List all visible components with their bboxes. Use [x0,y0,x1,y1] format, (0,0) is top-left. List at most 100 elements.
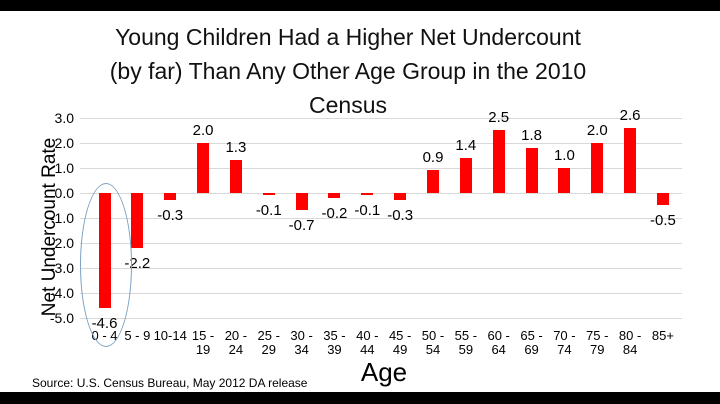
gridline [80,117,682,119]
bar-value-label: 1.3 [225,139,247,156]
x-axis-category-label-line: 59 [458,341,474,357]
bar-value-label: 1.0 [553,146,575,164]
x-axis-category-label-line: 29 [261,341,276,357]
bar-value-label: -0.3 [157,207,184,224]
source-note: Source: U.S. Census Bureau, May 2012 DA … [32,376,308,390]
x-axis-category-label: 15 -19 [182,329,224,356]
x-axis-category-label-line: 55 - [454,328,478,343]
x-axis-category-label-line: 35 - [323,328,346,343]
x-axis-category-label-line: 80 - [618,328,642,343]
gridline [80,242,682,244]
x-axis-category-label: 40 -44 [346,329,388,356]
y-axis-tick-label: -3.0 [49,259,74,276]
bar-value-label: -0.3 [387,207,414,224]
top-letterbox-bar [0,0,720,11]
x-axis-category-label: 20 -24 [215,329,257,356]
x-axis-category-label: 50 -54 [412,329,454,356]
chart-title-line-3: Census [309,92,387,118]
bar-25-29 [262,192,275,195]
x-axis-category-label: 55 -59 [445,329,487,356]
y-axis-tick-label: -5.0 [49,309,74,326]
x-axis-category-label-line: 44 [360,341,375,357]
x-axis-category-label-line: 50 - [421,328,445,343]
bar-value-label: -0.7 [288,217,315,234]
x-axis-category-label-line: 15 - [191,328,215,343]
x-axis-category-label: 75 -79 [576,329,618,356]
y-axis-tick-label: 3.0 [54,109,74,126]
y-axis-tick-label: 0.0 [54,184,74,201]
bar-30-34 [295,192,308,210]
bar-value-label: -0.1 [255,202,282,219]
x-axis-category-label-line: 79 [590,341,605,357]
x-axis-category-label-line: 5 - 9 [124,328,151,343]
bar-55-59 [459,157,472,193]
bar-10-14 [164,192,177,200]
bar-5-9 [131,192,144,248]
x-axis-category-label-line: 25 - [257,328,280,343]
bar-75-79 [591,142,604,193]
y-axis-tick-label: -4.0 [49,284,74,301]
x-axis-category-label: 10-14 [149,329,191,343]
bar-60-64 [492,130,505,193]
bar-value-label: -0.1 [354,202,381,219]
x-axis-category-label-line: 65 - [520,328,543,343]
x-axis-category-label-line: 75 - [586,328,609,343]
bar-80-84 [624,127,637,193]
gridline [80,192,682,194]
x-axis-category-label: 25 -29 [248,329,290,356]
bar-65-69 [525,147,538,193]
y-axis-tick-label: -1.0 [49,209,74,226]
gridline [80,317,682,319]
x-axis-category-label-line: 39 [327,341,342,357]
x-axis-category-label-line: 85+ [651,328,674,343]
x-axis-category-label: 80 -84 [609,329,651,356]
gridline [80,167,682,169]
x-axis-category-label: 65 -69 [511,329,553,356]
x-axis-category-label-line: 64 [491,341,506,357]
chart-title-line-2: (by far) Than Any Other Age Group in the… [109,58,587,84]
bar-value-label: 2.5 [488,109,510,126]
bar-value-label: 2.0 [586,121,608,139]
highlight-ellipse-annotation [80,183,132,347]
gridline [80,142,682,144]
bar-50-54 [427,170,439,193]
bar-value-label: 2.0 [192,121,214,139]
x-axis-category-label: 85+ [642,329,684,343]
x-axis-category-label-line: 10-14 [153,328,187,343]
chart-title-line-1: Young Children Had a Higher Net Undercou… [115,24,581,50]
x-axis-category-label-line: 30 - [290,328,313,343]
bar-85+ [656,192,669,205]
x-axis-category-label-line: 20 - [224,328,248,343]
bar-value-label: -0.5 [650,212,676,229]
x-axis-category-label-line: 34 [294,341,309,357]
gridline [80,292,682,294]
bar-70-74 [558,167,571,193]
x-axis-category-label-line: 70 - [553,328,576,343]
x-axis-category-label-line: 69 [524,341,539,357]
x-axis-category-label: 60 -64 [478,329,520,356]
bar-15-19 [197,142,210,193]
x-axis-category-label-line: 24 [228,341,244,357]
x-axis-category-label: 70 -74 [543,329,585,356]
x-axis-category-label-line: 60 - [487,328,510,343]
x-axis-category-label: 5 - 9 [116,329,158,343]
x-axis-category-label-line: 84 [622,341,638,357]
bar-value-label: 2.6 [619,106,641,124]
y-axis-tick-label: 1.0 [54,159,74,176]
x-axis-category-label: 45 -49 [379,329,421,356]
x-axis-category-label-line: 74 [557,341,572,357]
bottom-letterbox-bar [0,392,720,404]
y-axis-tick-label: 2.0 [54,134,74,151]
x-axis-category-label: 30 -34 [281,329,323,356]
x-axis-category-label-line: 40 - [356,328,379,343]
bar-20-24 [229,160,242,193]
bar-value-label: 0.9 [422,149,444,166]
x-axis-category-label-line: 19 [195,341,211,357]
x-axis-category-label-line: 49 [392,341,408,357]
x-axis-category-label-line: 54 [425,341,441,357]
x-axis-title: Age [360,357,408,387]
bar-45-49 [394,192,407,200]
bar-value-label: 1.4 [455,136,477,154]
bar-value-label: 1.8 [521,126,542,144]
